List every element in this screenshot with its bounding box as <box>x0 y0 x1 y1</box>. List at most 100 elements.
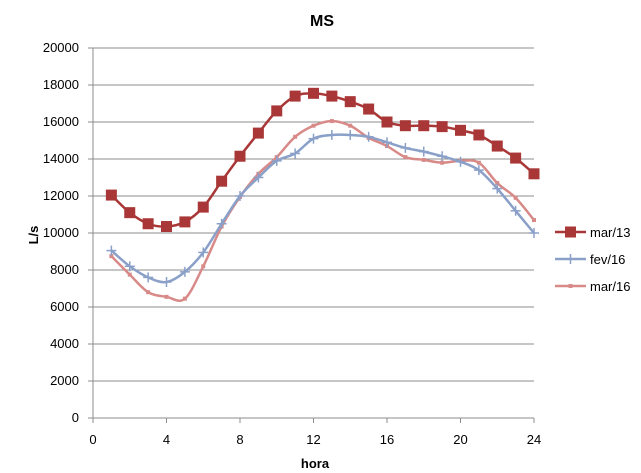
y-tick-label: 20000 <box>43 40 79 55</box>
data-point-mar-13 <box>179 216 191 228</box>
x-tick-label: 24 <box>527 432 541 447</box>
series-mar-13 <box>105 87 540 233</box>
y-tick-label: 12000 <box>43 188 79 203</box>
data-point-mar-16 <box>293 134 298 139</box>
y-tick-label: 6000 <box>50 299 79 314</box>
data-point-mar-13 <box>234 150 246 162</box>
x-axis-label: hora <box>301 456 330 471</box>
legend-label: fev/16 <box>590 252 625 267</box>
series-fev-16 <box>106 129 539 288</box>
data-point-mar-16 <box>421 157 426 162</box>
data-point-mar-13 <box>528 168 540 180</box>
data-point-mar-13 <box>308 87 319 99</box>
data-point-mar-16 <box>311 123 316 128</box>
y-tick-label: 10000 <box>43 225 79 240</box>
x-tick-label: 20 <box>453 432 467 447</box>
data-point-fev-16 <box>492 183 503 194</box>
data-point-mar-13 <box>252 127 264 139</box>
data-point-mar-16 <box>146 290 151 295</box>
data-point-mar-13 <box>363 103 375 115</box>
data-point-fev-16 <box>143 272 154 283</box>
data-point-fev-16 <box>400 142 411 153</box>
legend-item-fev-16: fev/16 <box>555 252 625 267</box>
legend-swatch-marker <box>565 226 576 238</box>
data-point-mar-13 <box>142 218 154 230</box>
data-point-mar-16 <box>329 119 334 124</box>
y-tick-label: 14000 <box>43 151 79 166</box>
data-point-mar-13 <box>455 124 466 136</box>
series-mar-16 <box>109 119 536 302</box>
data-point-fev-16 <box>529 228 539 238</box>
data-point-fev-16 <box>161 277 172 288</box>
data-point-fev-16 <box>235 191 245 201</box>
data-point-fev-16 <box>216 218 227 229</box>
y-tick-label: 4000 <box>50 336 79 351</box>
legend-label: mar/16 <box>590 279 630 294</box>
data-point-mar-16 <box>348 123 353 128</box>
data-point-fev-16 <box>345 129 356 140</box>
y-tick-label: 16000 <box>43 114 79 129</box>
series-group <box>105 87 540 302</box>
data-point-mar-16 <box>164 294 169 299</box>
data-point-fev-16 <box>437 151 448 162</box>
series-line-mar-16 <box>110 119 535 302</box>
data-point-fev-16 <box>473 165 484 176</box>
axes: 0 2000 4000 6000 8000 10000 12000 14000 16000 180… <box>43 40 541 447</box>
gridlines <box>93 47 534 382</box>
data-point-mar-16 <box>127 272 132 277</box>
data-point-mar-16 <box>476 160 481 165</box>
data-point-mar-16 <box>109 254 114 259</box>
data-point-fev-16 <box>326 129 337 140</box>
legend-swatch-marker <box>565 254 576 264</box>
legend-item-mar-16: mar/16 <box>555 279 630 294</box>
data-point-fev-16 <box>198 247 209 258</box>
data-point-mar-16 <box>495 181 500 186</box>
data-point-mar-16 <box>182 296 187 301</box>
data-point-fev-16 <box>124 261 135 272</box>
data-point-mar-13 <box>399 120 411 132</box>
data-point-mar-13 <box>510 152 522 164</box>
data-point-mar-13 <box>344 96 356 108</box>
data-point-fev-16 <box>271 155 282 166</box>
x-tick-label: 4 <box>163 432 170 447</box>
y-tick-label: 18000 <box>43 77 79 92</box>
y-tick-label: 8000 <box>50 262 79 277</box>
data-point-mar-16 <box>532 218 536 223</box>
data-point-fev-16 <box>308 133 319 144</box>
data-point-fev-16 <box>253 172 264 183</box>
legend-swatch-marker <box>568 284 573 288</box>
legend: mar/13 fev/16 mar/16 <box>555 225 630 294</box>
x-tick-label: 16 <box>380 432 394 447</box>
data-point-mar-13 <box>105 189 117 201</box>
data-point-mar-16 <box>440 160 445 165</box>
data-point-mar-16 <box>201 264 206 269</box>
data-point-mar-13 <box>381 116 393 128</box>
x-tick-label: 8 <box>236 432 243 447</box>
x-tick-label: 12 <box>306 432 320 447</box>
series-line-fev-16 <box>110 133 535 284</box>
data-point-fev-16 <box>106 245 117 256</box>
y-tick-label: 2000 <box>50 373 79 388</box>
data-point-mar-16 <box>513 195 518 200</box>
legend-item-mar-13: mar/13 <box>555 225 630 240</box>
data-point-mar-13 <box>473 129 485 141</box>
y-tick-label: 0 <box>72 410 79 425</box>
legend-label: mar/13 <box>590 225 630 240</box>
data-point-mar-13 <box>289 90 301 102</box>
data-point-fev-16 <box>418 146 429 157</box>
data-point-mar-13 <box>418 120 430 132</box>
x-tick-label: 0 <box>89 432 96 447</box>
data-point-mar-13 <box>491 140 503 152</box>
data-point-mar-13 <box>436 121 448 133</box>
data-point-fev-16 <box>510 205 521 216</box>
y-axis-label: L/s <box>26 226 41 245</box>
data-point-fev-16 <box>290 148 301 159</box>
chart-title: MS <box>310 13 334 30</box>
data-point-mar-13 <box>271 105 283 117</box>
data-point-mar-13 <box>124 207 136 219</box>
data-point-mar-13 <box>197 201 209 213</box>
data-point-mar-13 <box>216 175 228 187</box>
data-point-mar-13 <box>161 221 172 233</box>
